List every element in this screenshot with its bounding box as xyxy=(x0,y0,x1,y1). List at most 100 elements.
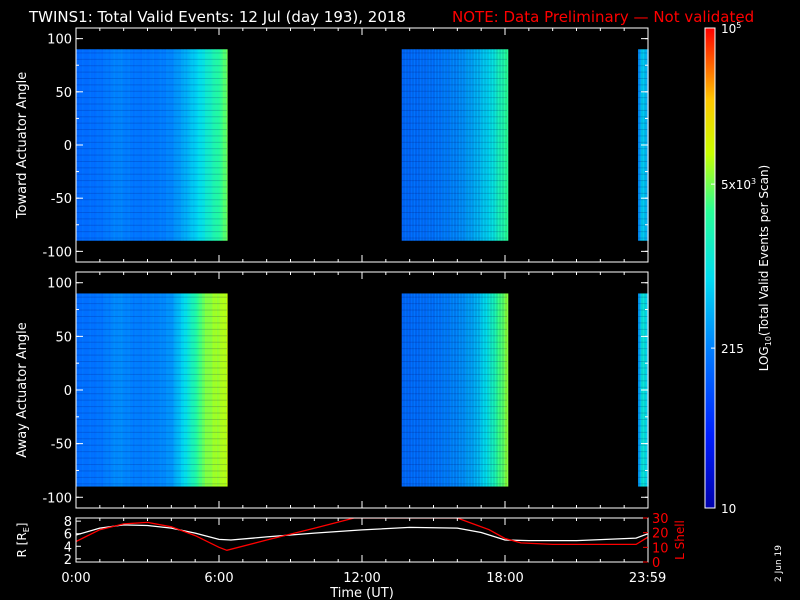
heat-column xyxy=(130,293,132,487)
colorbar-slice xyxy=(705,451,715,453)
colorbar-slice xyxy=(705,37,715,39)
data-block xyxy=(76,293,228,487)
colorbar-slice xyxy=(705,354,715,356)
heat-column xyxy=(139,49,141,241)
heat-column xyxy=(86,293,89,487)
heat-column xyxy=(167,49,170,241)
colorbar-slice xyxy=(705,376,715,378)
heat-column xyxy=(88,49,90,241)
colorbar-slice xyxy=(705,461,715,463)
angle-row xyxy=(76,116,227,118)
colorbar-slice xyxy=(705,332,715,334)
angle-row xyxy=(401,386,507,388)
colorbar-slice xyxy=(705,94,715,96)
angle-row xyxy=(638,77,648,79)
angle-row xyxy=(76,237,227,239)
angle-row xyxy=(401,399,507,401)
heat-column xyxy=(430,49,432,241)
heat-column xyxy=(190,49,192,241)
colorbar-slice xyxy=(705,224,715,226)
colorbar-slice xyxy=(705,264,715,266)
colorbar-slice xyxy=(705,301,715,303)
angle-row xyxy=(401,354,507,356)
heat-column xyxy=(203,293,206,487)
heat-column xyxy=(494,49,497,241)
angle-row xyxy=(638,218,648,220)
x-tick-label: 6:00 xyxy=(204,571,233,586)
angle-row xyxy=(638,129,648,131)
colorbar-slice xyxy=(705,210,715,212)
angle-row xyxy=(76,457,227,459)
heat-column xyxy=(124,293,126,487)
colorbar-slice xyxy=(705,49,715,51)
colorbar-slice xyxy=(705,506,715,508)
colorbar-slice xyxy=(705,191,715,193)
colorbar-slice xyxy=(705,63,715,65)
colorbar-slice xyxy=(705,205,715,207)
colorbar-slice xyxy=(705,163,715,165)
angle-row xyxy=(401,71,507,73)
colorbar-slice xyxy=(705,491,715,493)
colorbar-slice xyxy=(705,333,715,335)
heat-column xyxy=(221,49,224,241)
colorbar-slice xyxy=(705,292,715,294)
heat-column xyxy=(94,49,96,241)
angle-row xyxy=(638,328,648,330)
angle-row xyxy=(401,431,507,433)
x-tick-label: 0:00 xyxy=(61,571,90,586)
heat-column xyxy=(418,49,420,241)
angle-row xyxy=(638,186,648,188)
colorbar-slice xyxy=(705,484,715,486)
colorbar-slice xyxy=(705,213,715,215)
colorbar-slice xyxy=(705,404,715,406)
heat-column xyxy=(464,49,467,241)
heat-column xyxy=(455,49,458,241)
angle-row xyxy=(638,122,648,124)
heat-column xyxy=(473,49,476,241)
heat-column xyxy=(413,293,416,487)
colorbar-slice xyxy=(705,127,715,129)
colorbar-slice xyxy=(705,458,715,460)
angle-row xyxy=(76,129,227,131)
heat-column xyxy=(145,293,147,487)
angle-row xyxy=(638,399,648,401)
colorbar-slice xyxy=(705,283,715,285)
angle-row xyxy=(76,438,227,440)
heat-column xyxy=(118,293,120,487)
colorbar-slice xyxy=(705,36,715,38)
angle-row xyxy=(401,205,507,207)
heat-column xyxy=(95,49,98,241)
heat-column xyxy=(196,293,198,487)
colorbar-slice xyxy=(705,240,715,242)
heat-column xyxy=(214,293,216,487)
heat-column xyxy=(208,293,210,487)
colorbar-slice xyxy=(705,375,715,377)
heat-column xyxy=(115,293,117,487)
colorbar-slice xyxy=(705,445,715,447)
colorbar-slice xyxy=(705,412,715,414)
angle-row xyxy=(401,77,507,79)
heat-column xyxy=(110,49,113,241)
heat-column xyxy=(487,293,489,487)
heat-column xyxy=(466,293,468,487)
heat-column xyxy=(149,49,152,241)
colorbar-slice xyxy=(705,158,715,160)
heat-column xyxy=(226,49,228,241)
colorbar-slice xyxy=(705,174,715,176)
angle-row xyxy=(401,65,507,67)
colorbar-slice xyxy=(705,92,715,94)
colorbar-slice xyxy=(705,136,715,138)
angle-row xyxy=(638,303,648,305)
colorbar-slice xyxy=(705,469,715,471)
colorbar-slice xyxy=(705,53,715,55)
colorbar-slice xyxy=(705,231,715,233)
angle-row xyxy=(76,173,227,175)
colorbar-slice xyxy=(705,294,715,296)
heat-column xyxy=(193,49,195,241)
heat-column xyxy=(460,293,462,487)
heat-column xyxy=(184,49,186,241)
heat-column xyxy=(170,49,173,241)
colorbar-slice xyxy=(705,383,715,385)
colorbar-slice xyxy=(705,295,715,297)
heat-column xyxy=(140,49,143,241)
